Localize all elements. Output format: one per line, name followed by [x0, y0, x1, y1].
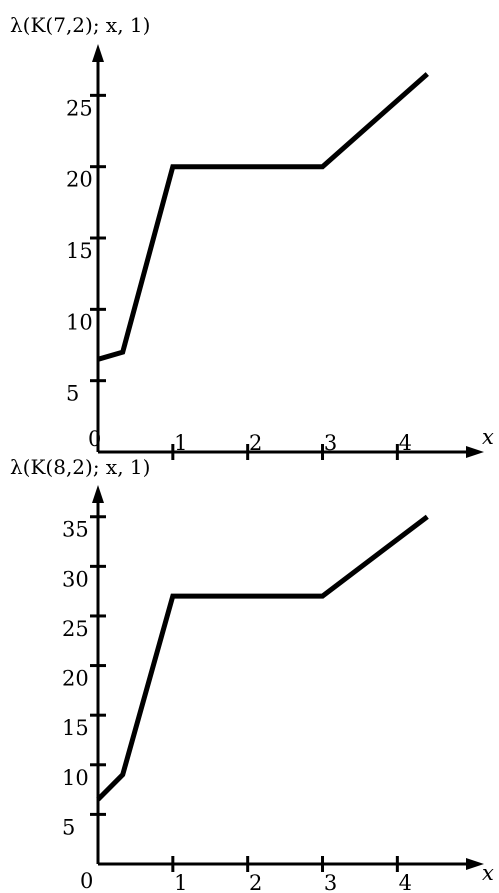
y-tick-label: 20	[66, 168, 93, 192]
y-tick-label: 35	[62, 518, 89, 542]
y-tick-label: 5	[62, 815, 75, 839]
y-axis-arrowhead	[92, 485, 104, 503]
x-ticks: 1 2 3 4	[171, 856, 412, 893]
y-tick-label: 20	[62, 667, 89, 691]
x-tick-label: 1	[174, 871, 187, 893]
x-tick-label: 2	[249, 431, 262, 455]
x-tick-label: 3	[324, 431, 337, 455]
series-line	[96, 514, 429, 802]
y-tick-label: 10	[62, 766, 89, 790]
chart-k82: λ(K(8,2); x, 1) x 0 1 2 3 4 5 10 15 20 25 30 35	[10, 455, 494, 893]
y-ticks: 5 10 15 20 25	[66, 93, 106, 406]
y-tick-label: 15	[66, 239, 93, 263]
origin-label: 0	[88, 427, 101, 451]
y-axis-label: λ(K(8,2); x, 1)	[10, 455, 150, 479]
y-axis-arrowhead	[92, 44, 104, 62]
origin-label: 0	[80, 869, 93, 893]
x-tick-label: 1	[174, 431, 187, 455]
series-line	[97, 72, 429, 362]
y-tick-label: 10	[66, 310, 93, 334]
y-tick-label: 5	[66, 382, 79, 406]
x-tick-label: 2	[249, 871, 262, 893]
x-tick-label: 4	[399, 871, 412, 893]
x-axis-label: x	[482, 425, 494, 449]
y-tick-label: 30	[62, 567, 89, 591]
y-tick-label: 25	[62, 617, 89, 641]
chart-k72: λ(K(7,2); x, 1) x 0 1 2 3 4 5 10 15 20 25	[10, 13, 494, 460]
x-ticks: 1 2 3 4	[171, 431, 412, 460]
x-axis-arrowhead	[466, 446, 484, 458]
y-ticks: 5 10 15 20 25 30 35	[62, 515, 106, 839]
x-axis-arrowhead	[466, 858, 484, 870]
y-axis-label: λ(K(7,2); x, 1)	[10, 13, 150, 37]
x-tick-label: 3	[324, 871, 337, 893]
x-tick-label: 4	[399, 431, 412, 455]
y-tick-label: 25	[66, 96, 93, 120]
y-tick-label: 15	[62, 716, 89, 740]
x-axis-label: x	[482, 861, 494, 885]
